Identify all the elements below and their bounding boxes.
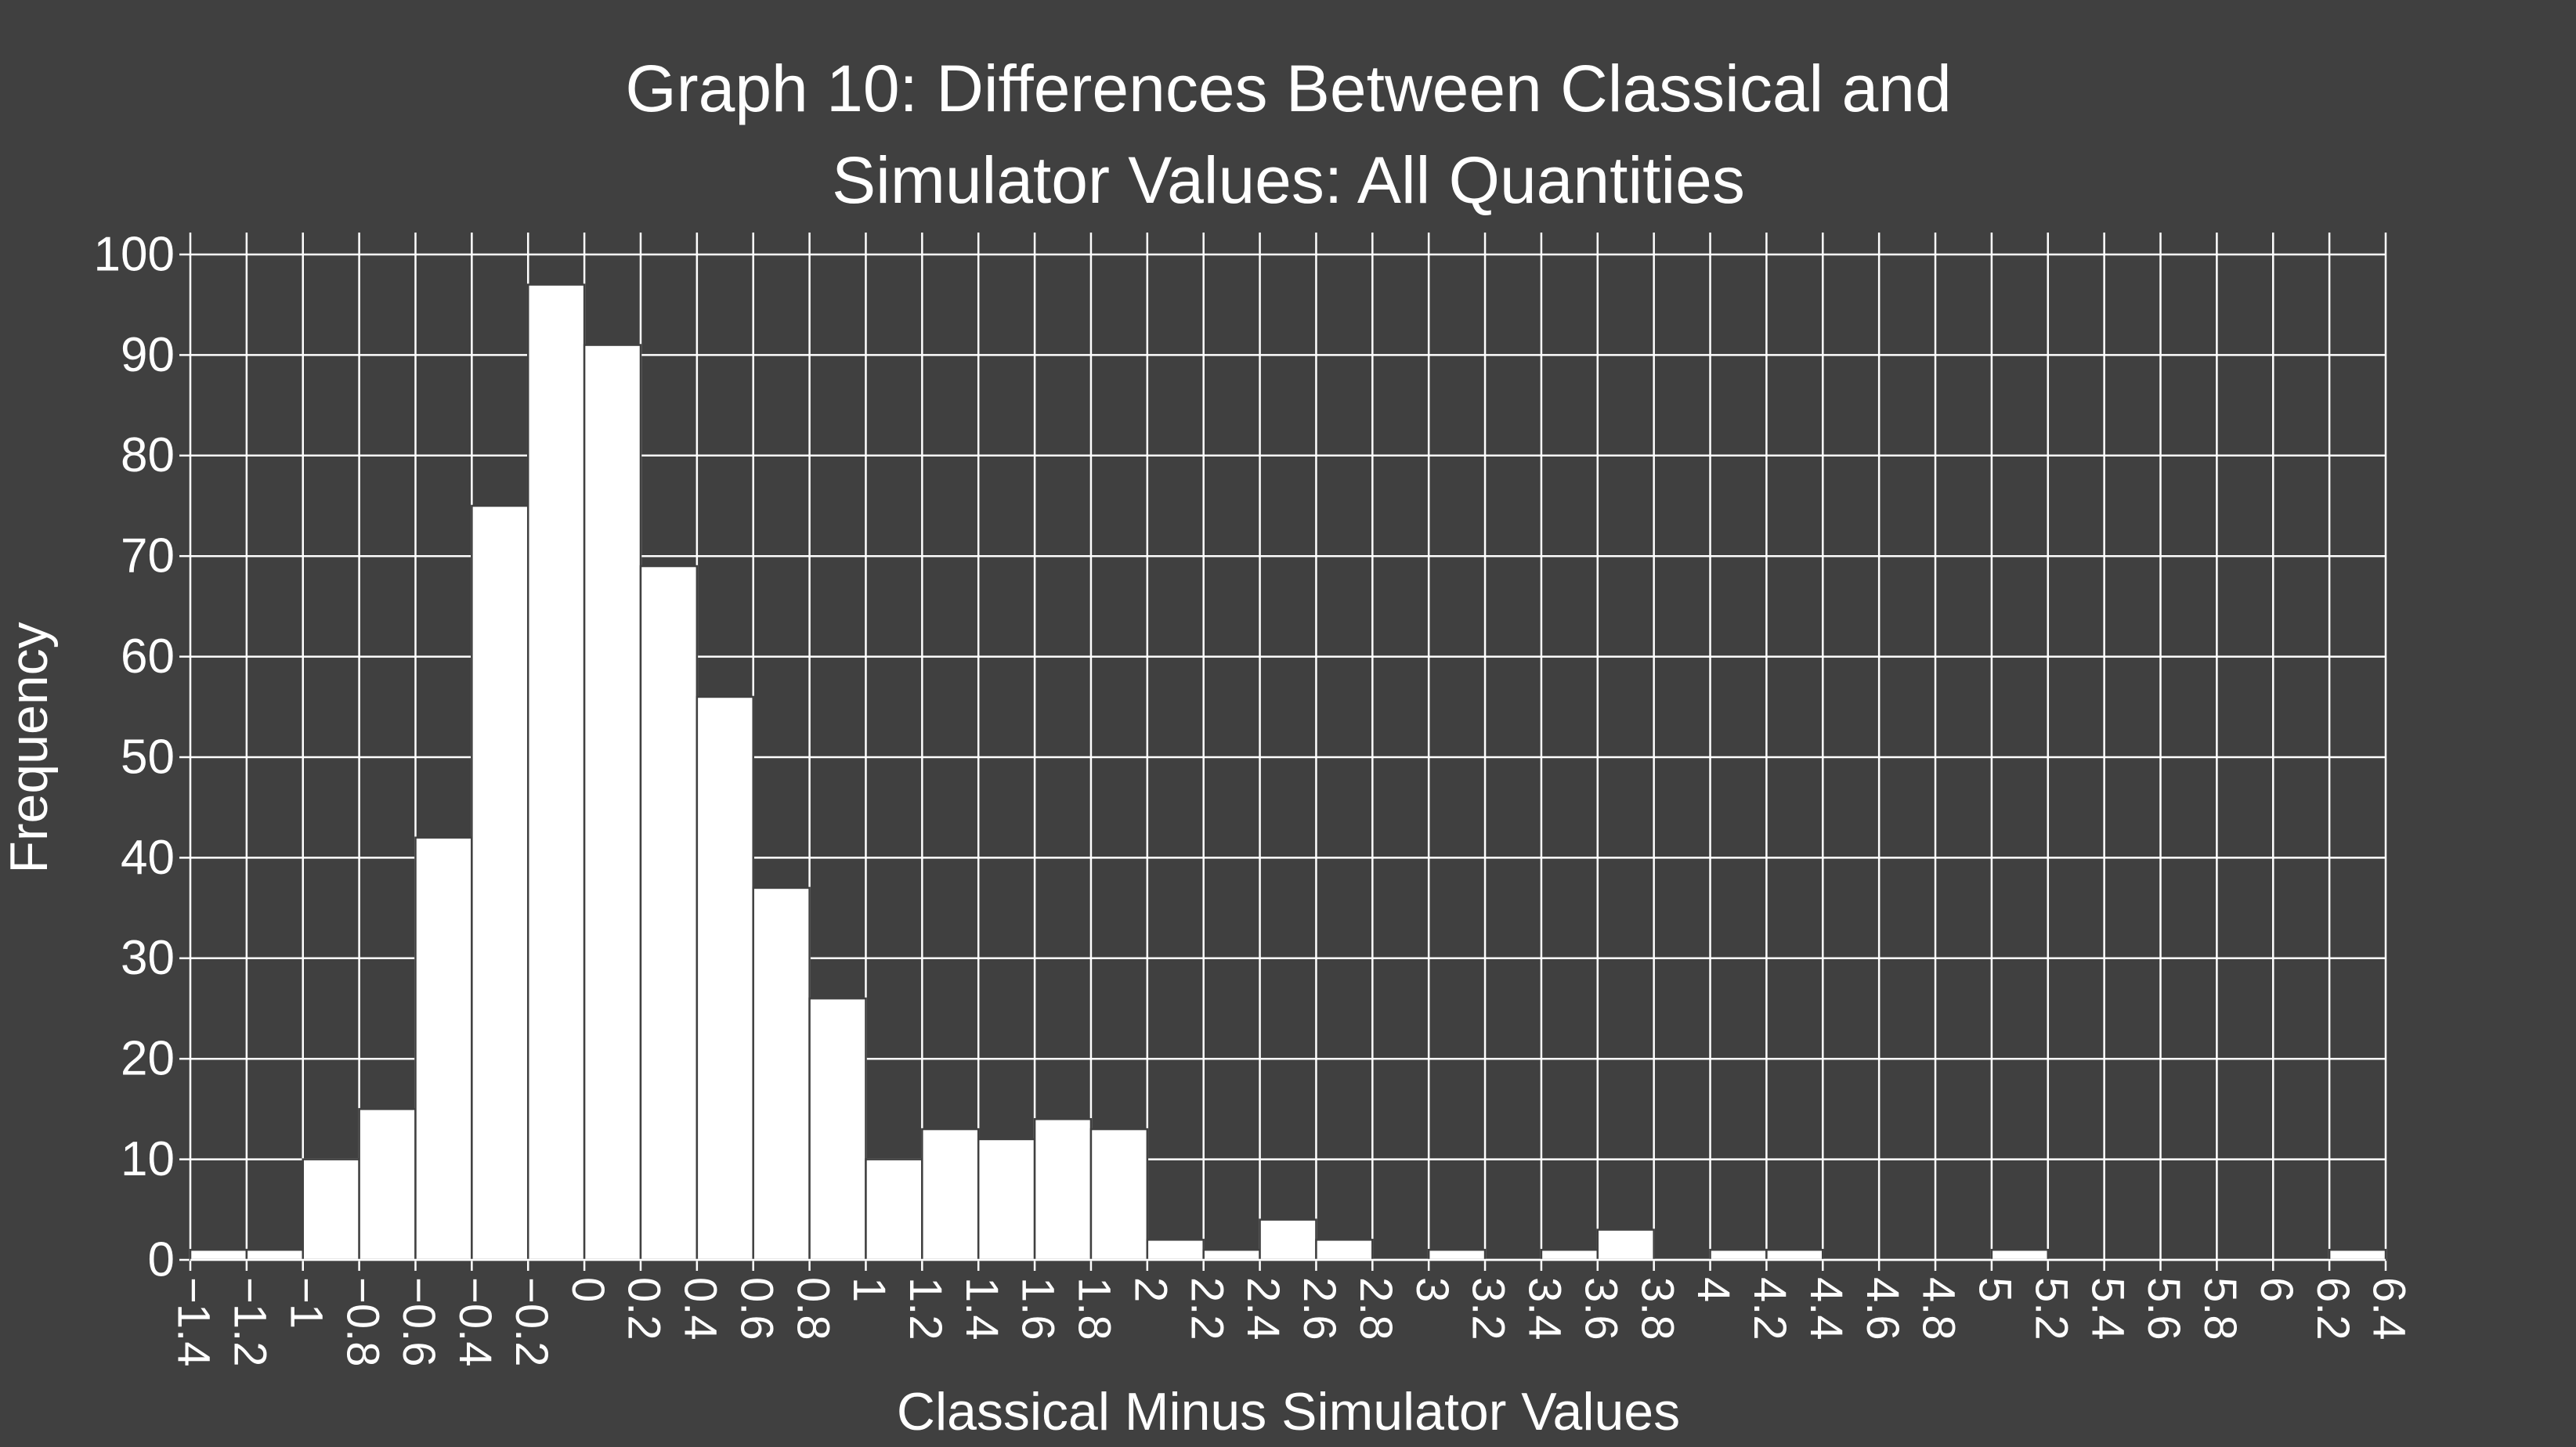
x-tick-label: 2.2 [1181,1277,1232,1341]
bar [1315,1239,1374,1261]
x-tick-label: 6 [2251,1277,2302,1302]
bar [921,1128,980,1261]
bar [583,344,642,1261]
bar [1089,1128,1149,1261]
y-tick-label: 60 [121,630,175,684]
x-tick-label: −0.6 [393,1277,444,1367]
x-tick-label: 5.4 [2082,1277,2133,1341]
x-tick-label: 3.6 [1575,1277,1626,1341]
x-tick-label: 1 [844,1277,894,1302]
bar [1990,1248,2050,1261]
x-axis-title: Classical Minus Simulator Values [897,1382,1680,1442]
x-tick-label: −0.4 [450,1277,500,1367]
x-tick-label: 3.2 [1463,1277,1514,1341]
x-tick-label: 0.2 [619,1277,670,1341]
bar [245,1248,304,1261]
y-tick-label: 10 [121,1132,175,1186]
x-tick-label: −1 [280,1277,331,1329]
bar [1146,1239,1205,1261]
y-tick-label: 80 [121,428,175,482]
y-tick-label: 40 [121,831,175,885]
x-tick-label: 2.8 [1350,1277,1401,1341]
bar [1709,1248,1768,1261]
x-tick-label: 4.8 [1913,1277,1964,1341]
x-tick-label: 4.6 [1857,1277,1908,1341]
x-tick-label: 0.6 [731,1277,782,1341]
y-tick-label: 70 [121,529,175,583]
y-tick-label: 30 [121,931,175,985]
x-tick-label: 3 [1407,1277,1458,1302]
x-tick-label: 6.2 [2307,1277,2358,1341]
x-tick-label: 0 [562,1277,613,1302]
x-tick-label: 2.6 [1294,1277,1345,1341]
chart-title: Simulator Values: All Quantities [832,143,1745,217]
y-tick-label: 100 [94,227,175,281]
bar [695,695,754,1261]
chart-title: Graph 10: Differences Between Classical … [625,52,1951,125]
x-tick-label: 6.4 [2364,1277,2415,1341]
bar [1540,1248,1599,1261]
x-tick-label: −1.4 [168,1277,219,1367]
bar [526,283,586,1261]
x-tick-label: 5.8 [2195,1277,2245,1341]
bar [302,1158,360,1261]
x-tick-label: 0.8 [787,1277,838,1341]
bar [471,504,529,1261]
x-tick-label: 3.8 [1631,1277,1682,1341]
bar [2328,1248,2387,1261]
x-tick-label: 3.4 [1519,1277,1570,1341]
bar [752,886,811,1261]
bar [1259,1218,1317,1261]
bar [189,1248,248,1261]
y-tick-label: 90 [121,328,175,382]
y-tick-label: 20 [121,1032,175,1086]
bar [1765,1248,1824,1261]
x-tick-label: 1.8 [1069,1277,1120,1341]
x-tick-label: 5.2 [2025,1277,2076,1341]
x-tick-label: 5 [1970,1277,2021,1302]
y-tick-label: 50 [121,730,175,784]
bar [1427,1248,1487,1261]
x-tick-label: 4 [1688,1277,1739,1302]
bar [1033,1117,1093,1261]
bar [977,1138,1036,1261]
x-tick-label: −0.2 [506,1277,557,1367]
bar [865,1158,923,1261]
x-tick-label: 2 [1125,1277,1176,1302]
x-tick-label: 2.4 [1237,1277,1288,1341]
x-tick-label: 1.6 [1013,1277,1064,1341]
x-tick-label: 5.6 [2138,1277,2189,1341]
bar [1202,1248,1261,1261]
x-tick-label: 1.4 [956,1277,1007,1341]
x-tick-label: −1.2 [225,1277,276,1367]
bar [1596,1229,1655,1261]
x-tick-label: 1.2 [900,1277,951,1341]
x-tick-label: −0.8 [337,1277,388,1367]
y-axis-title: Frequency [0,622,59,873]
x-tick-label: 0.4 [675,1277,726,1341]
y-tick-label: 0 [148,1232,175,1286]
x-tick-label: 4.4 [1801,1277,1852,1341]
bar [414,836,473,1261]
bar [639,565,699,1261]
bar [358,1108,417,1261]
bar [808,997,867,1261]
x-tick-label: 4.2 [1744,1277,1795,1341]
